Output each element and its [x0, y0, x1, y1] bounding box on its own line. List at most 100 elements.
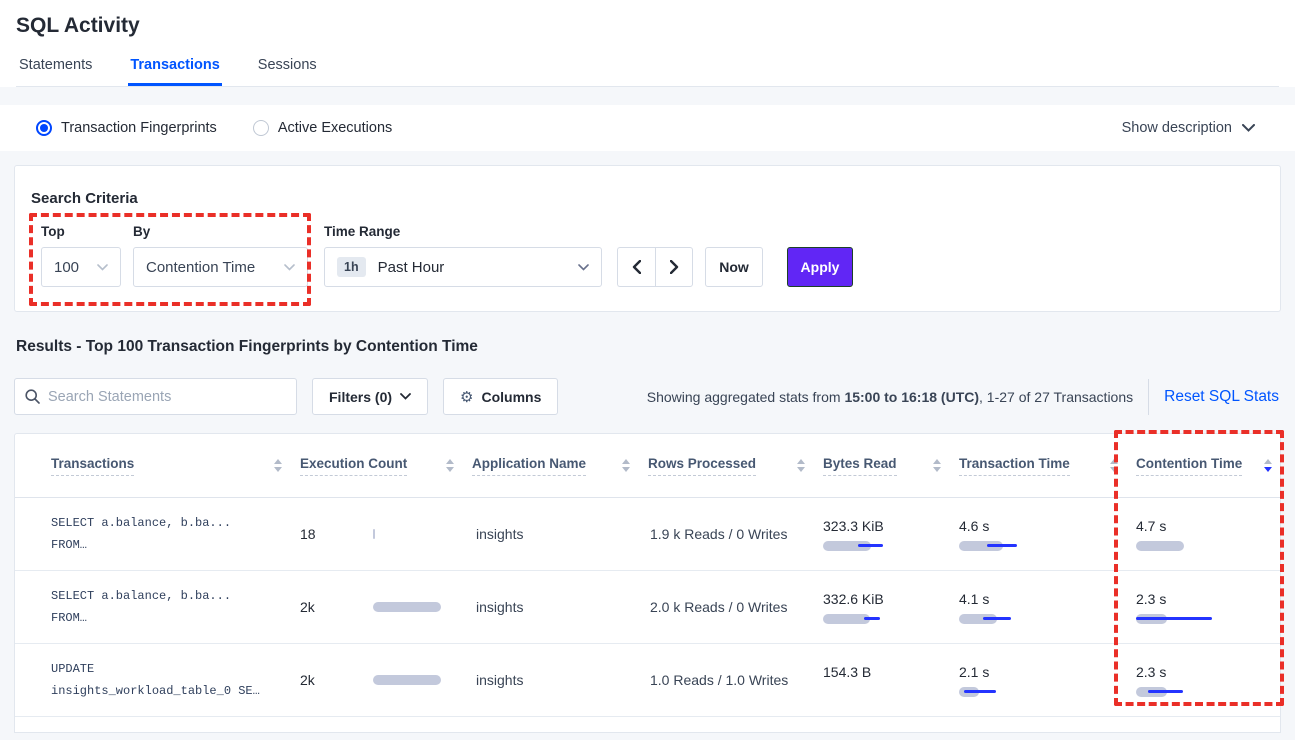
radio-transaction-fingerprints[interactable]: Transaction Fingerprints	[36, 120, 217, 136]
by-value: Contention Time	[146, 258, 256, 276]
column-header-application-name[interactable]: Application Name	[472, 456, 648, 476]
time-step-buttons	[617, 247, 693, 287]
query-line: insights_workload_table_0 SE…	[51, 684, 260, 698]
column-label: Rows Processed	[648, 456, 757, 476]
stats-prefix: Showing aggregated stats from	[646, 388, 845, 405]
query-line: SELECT a.balance, b.ba...	[51, 516, 232, 530]
column-header-rows-processed[interactable]: Rows Processed	[648, 456, 823, 476]
transaction-time-value: 2.1 s	[959, 663, 990, 680]
columns-button[interactable]: ⚙ Columns	[443, 378, 559, 415]
chevron-down-icon	[400, 393, 411, 400]
chevron-right-icon	[669, 260, 678, 274]
apply-button[interactable]: Apply	[787, 247, 853, 287]
column-label: Contention Time	[1136, 456, 1243, 476]
now-button[interactable]: Now	[705, 247, 763, 287]
sort-icon[interactable]	[274, 459, 282, 472]
tab-statements[interactable]: Statements	[19, 57, 93, 73]
transaction-fingerprint-link[interactable]: UPDATE insights_workload_table_0 SE…	[15, 658, 300, 702]
execution-count-value: 2k	[300, 672, 315, 688]
column-header-transactions[interactable]: Transactions	[15, 456, 300, 476]
bytes-read-value: 154.3 B	[823, 663, 872, 680]
view-toggle-row: Transaction Fingerprints Active Executio…	[0, 105, 1295, 151]
search-criteria-fields: Top 100 By Contention Time Time Range 1h…	[31, 224, 1264, 287]
columns-label: Columns	[481, 388, 542, 405]
filters-button[interactable]: Filters (0)	[312, 378, 429, 415]
column-label: Execution Count	[300, 456, 408, 476]
chevron-left-icon	[632, 260, 641, 274]
column-header-transaction-time[interactable]: Transaction Time	[959, 456, 1136, 476]
page-title: SQL Activity	[16, 14, 140, 37]
time-range-label: Time Range	[324, 224, 401, 239]
bytes-read-bar	[823, 540, 923, 551]
execution-count-cell: 18	[300, 526, 472, 542]
column-label: Transaction Time	[959, 456, 1070, 476]
transaction-fingerprint-link[interactable]: SELECT a.balance, b.ba... FROM…	[15, 585, 300, 629]
contention-time-value: 4.7 s	[1136, 517, 1167, 534]
sort-icon[interactable]	[1110, 459, 1118, 472]
transactions-table: Transactions Execution Count Application…	[14, 430, 1284, 733]
transaction-fingerprint-link[interactable]: SELECT a.balance, b.ba... FROM…	[15, 512, 300, 556]
by-select[interactable]: Contention Time	[133, 247, 308, 287]
column-label: Bytes Read	[823, 456, 897, 476]
search-criteria-card: Search Criteria Top 100 By Contention Ti…	[14, 165, 1281, 312]
radio-unselected-icon[interactable]	[252, 120, 269, 136]
radio-label: Transaction Fingerprints	[61, 120, 217, 136]
next-time-button[interactable]	[655, 247, 693, 287]
radio-label: Active Executions	[277, 120, 393, 136]
execution-count-bar	[372, 529, 472, 539]
execution-count-cell: 2k	[300, 599, 472, 615]
column-header-execution-count[interactable]: Execution Count	[300, 456, 472, 476]
radio-active-executions[interactable]: Active Executions	[252, 120, 393, 136]
sort-icon-active-desc[interactable]	[1264, 459, 1272, 472]
time-range-select[interactable]: 1h Past Hour	[324, 247, 602, 287]
results-controls-row: Filters (0) ⚙ Columns Showing aggregated…	[14, 378, 1281, 415]
query-line: UPDATE	[51, 662, 95, 676]
tab-bar: Statements Transactions Sessions	[16, 57, 1279, 87]
contention-time-bar	[1136, 686, 1236, 697]
time-range-badge: 1h	[337, 257, 366, 277]
column-label: Application Name	[472, 456, 587, 476]
chevron-down-icon	[284, 263, 295, 271]
application-name-cell: insights	[476, 599, 524, 615]
transaction-time-value: 4.6 s	[959, 517, 990, 534]
contention-time-cell: 2.3 s	[1136, 664, 1280, 697]
top-label: Top	[41, 224, 65, 239]
previous-time-button[interactable]	[617, 247, 655, 287]
tab-transactions[interactable]: Transactions	[128, 57, 222, 86]
bytes-read-value: 323.3 KiB	[823, 517, 884, 534]
transaction-time-cell: 4.1 s	[959, 591, 1136, 624]
radio-selected-icon[interactable]	[36, 120, 52, 136]
stats-time-range: 15:00 to 16:18 (UTC)	[844, 388, 980, 405]
search-statements-input[interactable]	[48, 388, 286, 405]
column-header-bytes-read[interactable]: Bytes Read	[823, 456, 959, 476]
column-header-contention-time[interactable]: Contention Time	[1136, 456, 1280, 476]
top-select[interactable]: 100	[41, 247, 121, 287]
tab-sessions[interactable]: Sessions	[257, 57, 317, 73]
reset-sql-stats-link[interactable]: Reset SQL Stats	[1164, 387, 1279, 405]
transaction-time-bar	[959, 540, 1059, 551]
execution-count-cell: 2k	[300, 672, 472, 688]
query-line: FROM…	[51, 611, 88, 625]
bytes-read-cell: 332.6 KiB	[823, 591, 959, 624]
search-statements-box[interactable]	[14, 378, 297, 415]
sort-icon[interactable]	[797, 459, 805, 472]
execution-count-value: 2k	[300, 599, 315, 615]
top-value: 100	[54, 258, 80, 276]
contention-time-bar	[1136, 540, 1236, 551]
sort-icon[interactable]	[622, 459, 630, 472]
search-criteria-title: Search Criteria	[31, 190, 138, 207]
bytes-read-cell: 154.3 B	[823, 664, 959, 697]
execution-count-bar	[372, 675, 472, 685]
show-description-toggle[interactable]: Show description	[1122, 120, 1255, 136]
chevron-down-icon	[1242, 124, 1255, 132]
rows-processed-cell: 1.9 k Reads / 0 Writes	[650, 526, 788, 542]
stats-suffix: , 1-27 of 27 Transactions	[979, 388, 1134, 405]
chevron-down-icon	[97, 263, 108, 271]
sort-icon[interactable]	[933, 459, 941, 472]
sort-icon[interactable]	[446, 459, 454, 472]
execution-count-bar	[372, 602, 472, 612]
bytes-read-bar	[823, 687, 923, 697]
table-header-row: Transactions Execution Count Application…	[15, 434, 1280, 498]
transaction-time-cell: 2.1 s	[959, 664, 1136, 697]
